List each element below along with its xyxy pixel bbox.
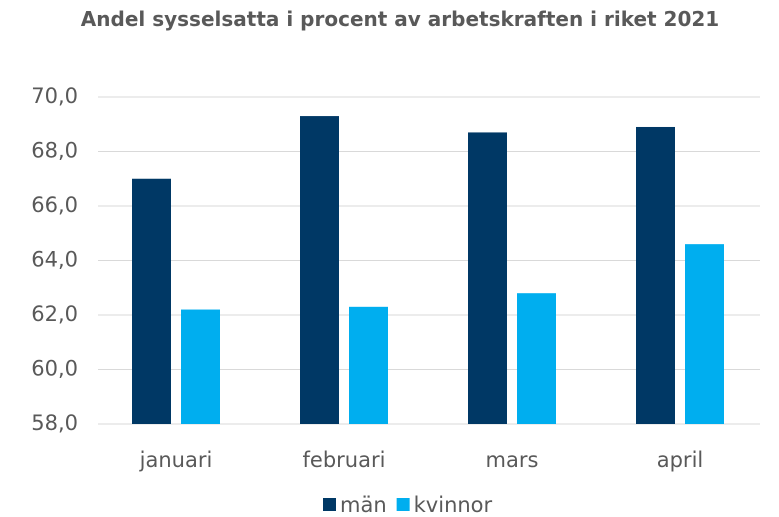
y-tick-label: 66,0 [31, 193, 78, 217]
bar [517, 293, 556, 424]
y-tick-label: 60,0 [31, 357, 78, 381]
x-tick-label: januari [139, 448, 213, 472]
bar [468, 132, 507, 425]
x-tick-label: februari [303, 448, 386, 472]
chart-title: Andel sysselsatta i procent av arbetskra… [80, 7, 720, 31]
bar [636, 126, 675, 424]
legend-label: män [340, 493, 387, 517]
bar [349, 306, 388, 424]
y-tick-label: 70,0 [31, 84, 78, 108]
x-tick-label: mars [486, 448, 539, 472]
legend-swatch [323, 498, 336, 511]
y-tick-label: 62,0 [31, 302, 78, 326]
bar [181, 309, 220, 424]
y-tick-label: 64,0 [31, 248, 78, 272]
legend-swatch [396, 498, 410, 511]
bar [300, 116, 339, 424]
y-tick-label: 68,0 [31, 139, 78, 163]
bar [685, 244, 724, 424]
y-tick-label: 58,0 [31, 411, 78, 435]
bar [132, 178, 171, 424]
legend-label: kvinnor [414, 493, 493, 517]
x-tick-label: april [657, 448, 704, 472]
